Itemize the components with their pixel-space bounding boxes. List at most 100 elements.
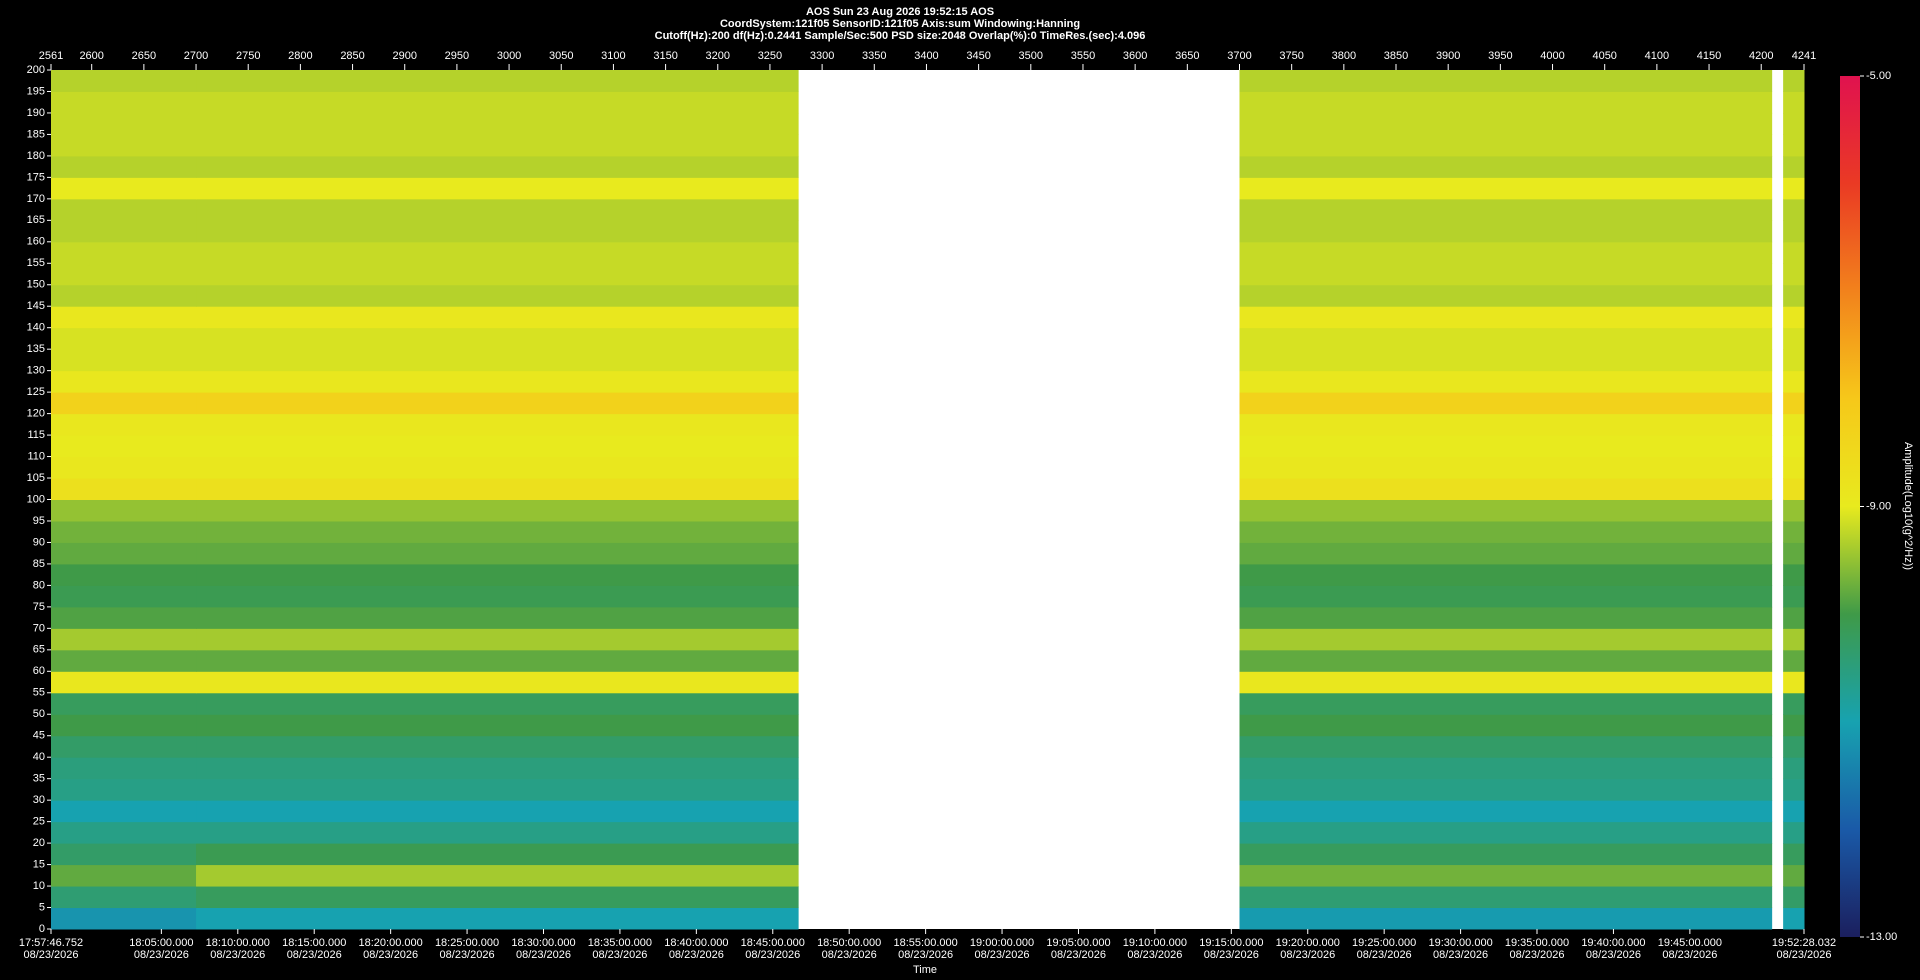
heatmap-cell <box>196 606 799 629</box>
time-tick-label: 18:45:00.000 <box>741 937 805 949</box>
y-tick-label: 5 <box>39 901 45 913</box>
time-tick-date: 08/23/2026 <box>23 949 78 961</box>
time-tick-date: 08/23/2026 <box>516 949 571 961</box>
heatmap-cell <box>51 907 197 930</box>
heatmap-cell <box>1239 821 1773 844</box>
heatmap-cell <box>1239 349 1773 372</box>
x-tick-label: 3100 <box>601 50 625 62</box>
y-tick-label: 115 <box>27 429 45 441</box>
heatmap-cell <box>196 134 799 157</box>
heatmap-cell <box>196 628 799 651</box>
heatmap-cell <box>1783 263 1805 286</box>
heatmap-cell <box>196 542 799 565</box>
heatmap-cell <box>1239 155 1773 178</box>
time-tick-label: 18:20:00.000 <box>359 937 423 949</box>
y-tick-label: 165 <box>27 214 45 226</box>
heatmap-cell <box>51 306 197 329</box>
heatmap-cell <box>196 907 799 930</box>
heatmap-cell <box>1239 70 1773 92</box>
colorbar-tick-label: -13.00 <box>1866 931 1897 943</box>
heatmap-cell <box>196 306 799 329</box>
y-tick-label: 40 <box>33 751 45 763</box>
y-tick-label: 195 <box>27 85 45 97</box>
x-tick-label: 3950 <box>1488 50 1512 62</box>
x-tick-label: 3300 <box>810 50 834 62</box>
heatmap-cell <box>196 563 799 586</box>
x-tick-label: 2600 <box>79 50 103 62</box>
x-tick-label: 3250 <box>758 50 782 62</box>
y-tick-label: 15 <box>33 858 45 870</box>
chart-subtitle: Cutoff(Hz):200 df(Hz):0.2441 Sample/Sec:… <box>655 30 1146 42</box>
x-tick-label: 3850 <box>1384 50 1408 62</box>
time-tick-label: 18:35:00.000 <box>588 937 652 949</box>
y-tick-label: 185 <box>27 128 45 140</box>
heatmap-cell <box>1783 70 1805 92</box>
time-tick-date: 08/23/2026 <box>745 949 800 961</box>
heatmap-cell <box>1783 649 1805 672</box>
heatmap-cell <box>1239 563 1773 586</box>
heatmap-cell <box>1239 327 1773 350</box>
heatmap-cell <box>196 327 799 350</box>
y-tick-label: 200 <box>27 64 45 76</box>
heatmap-cell <box>1239 606 1773 629</box>
heatmap-cell <box>196 864 799 887</box>
heatmap-cell <box>1783 542 1805 565</box>
y-tick-label: 170 <box>27 193 45 205</box>
time-tick-date: 08/23/2026 <box>1509 949 1564 961</box>
heatmap-cell <box>1239 886 1773 909</box>
y-tick-label: 95 <box>33 515 45 527</box>
x-tick-label: 4050 <box>1592 50 1616 62</box>
heatmap-cell <box>196 91 799 114</box>
heatmap-cell <box>196 456 799 479</box>
heatmap-cell <box>51 112 197 135</box>
time-tick-date: 08/23/2026 <box>1051 949 1106 961</box>
time-tick-label: 19:15:00.000 <box>1199 937 1263 949</box>
time-tick-label: 19:25:00.000 <box>1352 937 1416 949</box>
time-tick-label: 18:55:00.000 <box>894 937 958 949</box>
heatmap-cell <box>51 435 197 458</box>
heatmap-cell <box>51 284 197 307</box>
heatmap-cell <box>51 91 197 114</box>
x-tick-label: 3800 <box>1332 50 1356 62</box>
heatmap-cell <box>196 499 799 522</box>
time-tick-date: 08/23/2026 <box>1357 949 1412 961</box>
heatmap-cell <box>51 714 197 737</box>
time-tick-label: 18:10:00.000 <box>206 937 270 949</box>
x-tick-label: 2650 <box>132 50 156 62</box>
heatmap-cell <box>1783 671 1805 694</box>
heatmap-cell <box>1783 692 1805 715</box>
heatmap-cell <box>51 370 197 393</box>
time-tick-date: 08/23/2026 <box>287 949 342 961</box>
heatmap-cell <box>51 606 197 629</box>
heatmap-cell <box>51 349 197 372</box>
time-tick-date: 08/23/2026 <box>1776 949 1831 961</box>
heatmap-cell <box>196 284 799 307</box>
heatmap-cell <box>196 155 799 178</box>
y-tick-label: 155 <box>27 257 45 269</box>
x-tick-label: 3400 <box>914 50 938 62</box>
heatmap-cell <box>1783 499 1805 522</box>
heatmap-cell <box>51 177 197 200</box>
y-tick-label: 190 <box>27 107 45 119</box>
heatmap-cell <box>196 585 799 608</box>
heatmap-cell <box>1783 778 1805 801</box>
time-tick-date: 08/23/2026 <box>669 949 724 961</box>
y-tick-label: 0 <box>39 923 45 935</box>
heatmap-cell <box>1783 907 1805 930</box>
y-tick-label: 80 <box>33 579 45 591</box>
y-tick-label: 55 <box>33 687 45 699</box>
y-tick-label: 135 <box>27 343 45 355</box>
heatmap-cell <box>51 692 197 715</box>
heatmap-cell <box>196 177 799 200</box>
heatmap-cell <box>1239 284 1773 307</box>
heatmap-cell <box>51 241 197 264</box>
y-tick-label: 180 <box>27 150 45 162</box>
heatmap-cell <box>1783 864 1805 887</box>
heatmap-cell <box>1783 220 1805 243</box>
y-tick-label: 125 <box>27 386 45 398</box>
heatmap-cell <box>51 392 197 415</box>
heatmap-cell <box>196 671 799 694</box>
heatmap-cell <box>1783 112 1805 135</box>
heatmap-cell <box>196 70 799 92</box>
heatmap-cell <box>51 134 197 157</box>
